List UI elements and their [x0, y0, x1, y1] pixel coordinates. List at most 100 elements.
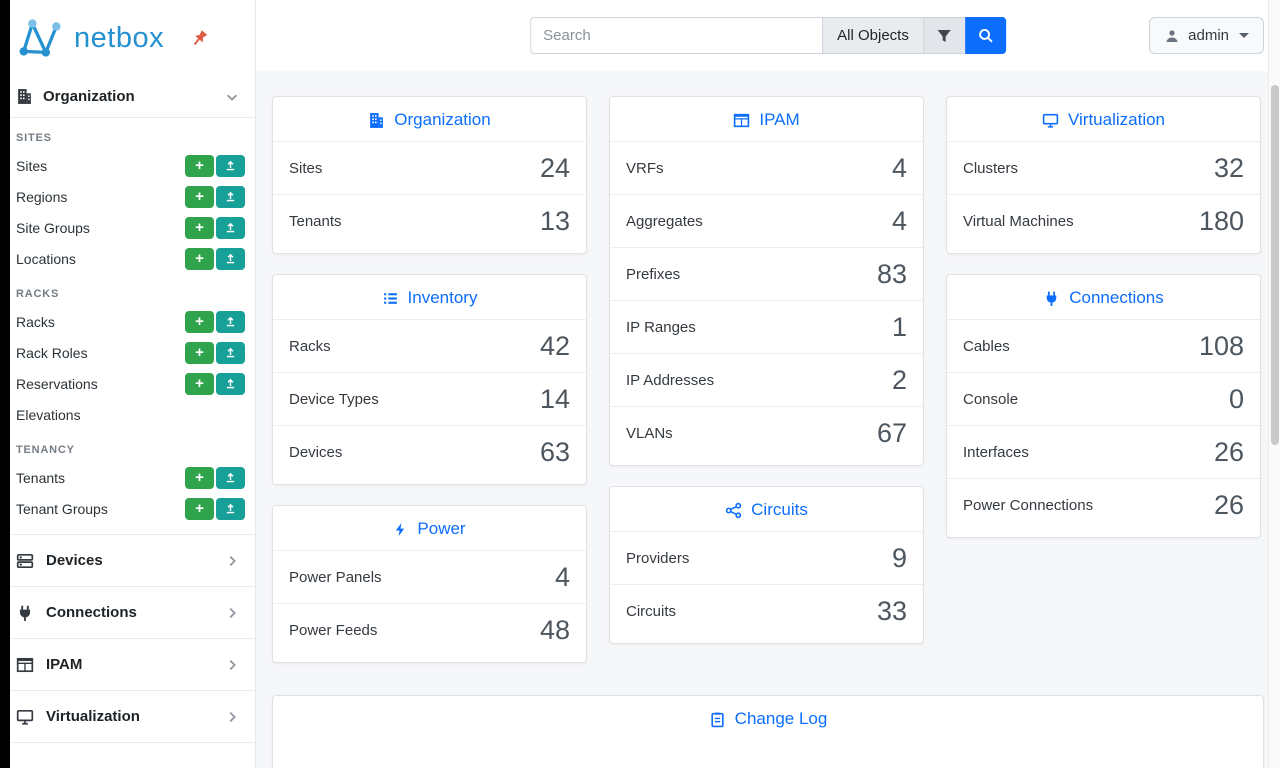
object-scope-button[interactable]: All Objects	[822, 17, 923, 54]
sidebar-link-elevations[interactable]: Elevations	[16, 406, 81, 423]
import-button[interactable]	[216, 154, 245, 177]
sidebar-link-locations[interactable]: Locations	[16, 250, 76, 267]
chevron-right-icon	[229, 555, 236, 566]
add-button[interactable]: +	[185, 310, 214, 333]
stat-label: Clusters	[963, 159, 1019, 177]
stat-value[interactable]: 0	[1228, 383, 1244, 414]
stat-label: Racks	[289, 337, 331, 355]
sidebar-item-connections[interactable]: Connections	[0, 586, 255, 638]
stat-value[interactable]: 4	[891, 205, 907, 236]
sidebar-item-site-groups: Site Groups +	[0, 212, 255, 243]
search-submit-button[interactable]	[964, 17, 1006, 54]
netbox-logo-icon[interactable]	[16, 15, 66, 61]
add-button[interactable]: +	[185, 372, 214, 395]
search-input[interactable]	[530, 17, 823, 54]
page-scrollbar-thumb[interactable]	[1271, 85, 1279, 445]
filter-button[interactable]	[922, 17, 965, 54]
person-icon	[1166, 29, 1178, 42]
sidebar-item-organization[interactable]: Organization	[0, 76, 255, 118]
sidebar-link-reservations[interactable]: Reservations	[16, 375, 98, 392]
stat-value[interactable]: 4	[554, 561, 570, 592]
stat-value[interactable]: 26	[1213, 436, 1244, 467]
stat-value[interactable]: 83	[876, 258, 907, 289]
dashboard-column-1: Organization Sites 24 Tenants 13 Invento…	[272, 96, 587, 663]
add-button[interactable]: +	[185, 247, 214, 270]
stat-label: Circuits	[626, 602, 677, 620]
stat-row: Circuits 33	[610, 584, 923, 637]
add-button[interactable]: +	[185, 185, 214, 208]
card-title: Virtualization	[947, 97, 1260, 141]
stat-value[interactable]: 2	[891, 364, 907, 395]
stat-row: Power Panels 4	[273, 550, 586, 603]
import-button[interactable]	[216, 341, 245, 364]
stat-value[interactable]: 48	[539, 614, 570, 645]
import-button[interactable]	[216, 247, 245, 270]
add-button[interactable]: +	[185, 154, 214, 177]
sidebar-item-label: Virtualization	[46, 708, 140, 725]
sidebar-item-rack-roles: Rack Roles +	[0, 337, 255, 368]
sidebar-item-racks: Racks +	[0, 306, 255, 337]
sidebar-link-site-groups[interactable]: Site Groups	[16, 219, 90, 236]
group-heading: TENANCY	[16, 444, 75, 456]
stat-row: Tenants 13	[273, 194, 586, 247]
sidebar-link-tenant-groups[interactable]: Tenant Groups	[16, 500, 108, 517]
upload-icon	[226, 191, 235, 202]
import-button[interactable]	[216, 216, 245, 239]
stat-value[interactable]: 67	[876, 417, 907, 448]
sidebar-item-virtualization[interactable]: Virtualization	[0, 690, 255, 742]
sidebar-link-racks[interactable]: Racks	[16, 313, 55, 330]
stat-value[interactable]: 32	[1213, 152, 1244, 183]
topbar: All Objects admin	[256, 0, 1280, 71]
stat-value[interactable]: 4	[891, 152, 907, 183]
sidebar-item-regions: Regions +	[0, 181, 255, 212]
add-button[interactable]: +	[185, 341, 214, 364]
stat-value[interactable]: 180	[1198, 205, 1244, 236]
stat-row: Aggregates 4	[610, 194, 923, 247]
import-button[interactable]	[216, 372, 245, 395]
add-button[interactable]: +	[185, 466, 214, 489]
stat-value[interactable]: 42	[539, 330, 570, 361]
stat-row: Console 0	[947, 372, 1260, 425]
stat-label: VRFs	[626, 159, 664, 177]
import-button[interactable]	[216, 185, 245, 208]
group-heading: SITES	[16, 132, 52, 144]
sidebar-group-racks: RACKS Racks + Rack Roles + Reservations …	[0, 288, 255, 430]
add-button[interactable]: +	[185, 216, 214, 239]
sidebar-scrollbar[interactable]	[0, 0, 10, 768]
stat-row: Cables 108	[947, 319, 1260, 372]
stat-value[interactable]: 33	[876, 595, 907, 626]
card-title: Circuits	[610, 487, 923, 531]
stat-value[interactable]: 26	[1213, 489, 1244, 520]
pin-icon[interactable]	[186, 25, 213, 52]
group-heading: RACKS	[16, 288, 60, 300]
import-button[interactable]	[216, 497, 245, 520]
brand-name[interactable]: netbox	[74, 21, 165, 54]
card-inventory: Inventory Racks 42 Device Types 14 Devic…	[272, 274, 587, 485]
stat-label: Power Feeds	[289, 621, 378, 639]
sidebar-item-ipam[interactable]: IPAM	[0, 638, 255, 690]
stat-label: IP Addresses	[626, 371, 715, 389]
user-menu-button[interactable]: admin	[1149, 17, 1264, 54]
stat-label: Prefixes	[626, 265, 681, 283]
stat-value[interactable]: 1	[891, 311, 907, 342]
add-button[interactable]: +	[185, 497, 214, 520]
stat-label: Power Panels	[289, 568, 382, 586]
sidebar-link-tenants[interactable]: Tenants	[16, 469, 66, 486]
import-button[interactable]	[216, 466, 245, 489]
sidebar-link-sites[interactable]: Sites	[16, 157, 48, 174]
stat-value[interactable]: 24	[539, 152, 570, 183]
sidebar-link-rack-roles[interactable]: Rack Roles	[16, 344, 88, 361]
stat-value[interactable]: 63	[539, 436, 570, 467]
stat-value[interactable]: 108	[1198, 330, 1244, 361]
stat-value[interactable]: 14	[539, 383, 570, 414]
bolt-icon	[396, 522, 405, 536]
stat-label: Cables	[963, 337, 1010, 355]
sidebar-item-devices[interactable]: Devices	[0, 534, 255, 586]
sidebar-item-elevations: Elevations	[0, 399, 255, 430]
sidebar-link-regions[interactable]: Regions	[16, 188, 68, 205]
page-scrollbar[interactable]	[1268, 0, 1280, 768]
stat-label: Interfaces	[963, 443, 1029, 461]
stat-value[interactable]: 9	[891, 542, 907, 573]
stat-value[interactable]: 13	[539, 205, 570, 236]
import-button[interactable]	[216, 310, 245, 333]
